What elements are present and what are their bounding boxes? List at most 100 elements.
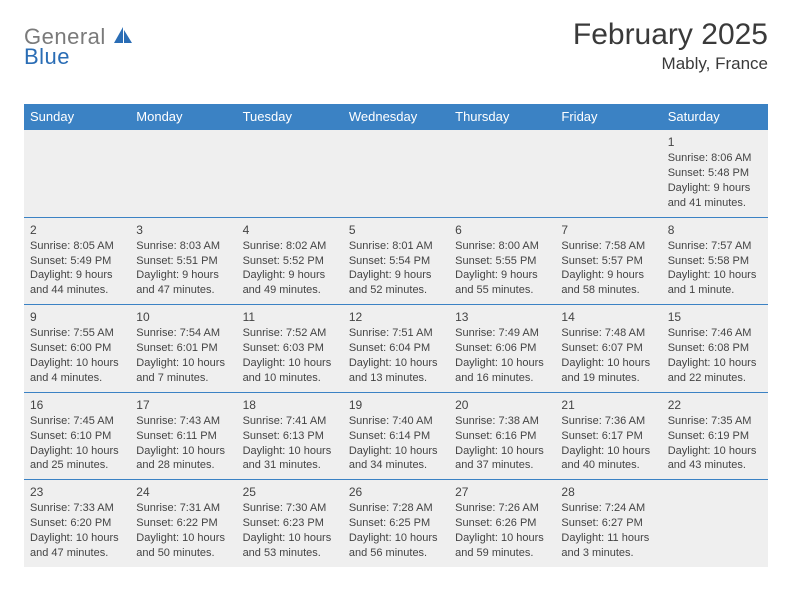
calendar-day-cell: 6Sunrise: 8:00 AMSunset: 5:55 PMDaylight… (449, 217, 555, 305)
day-number: 15 (668, 309, 762, 325)
sunset-line: Sunset: 6:16 PM (455, 429, 549, 444)
calendar-day-cell: 8Sunrise: 7:57 AMSunset: 5:58 PMDaylight… (662, 217, 768, 305)
day-info: Sunrise: 7:58 AMSunset: 5:57 PMDaylight:… (561, 239, 655, 298)
sunrise-line: Sunrise: 7:49 AM (455, 326, 549, 341)
day-info: Sunrise: 7:55 AMSunset: 6:00 PMDaylight:… (30, 326, 124, 385)
sunset-line: Sunset: 6:26 PM (455, 516, 549, 531)
calendar-day-cell: 18Sunrise: 7:41 AMSunset: 6:13 PMDayligh… (237, 392, 343, 480)
daylight-line: Daylight: 9 hours and 41 minutes. (668, 181, 762, 211)
daylight-line: Daylight: 10 hours and 1 minute. (668, 268, 762, 298)
calendar-day-cell: 1Sunrise: 8:06 AMSunset: 5:48 PMDaylight… (662, 130, 768, 218)
day-number: 13 (455, 309, 549, 325)
calendar-week-row: 16Sunrise: 7:45 AMSunset: 6:10 PMDayligh… (24, 392, 768, 480)
daylight-line: Daylight: 10 hours and 4 minutes. (30, 356, 124, 386)
sunset-line: Sunset: 5:51 PM (136, 254, 230, 269)
day-number: 1 (668, 134, 762, 150)
day-header: Wednesday (343, 104, 449, 130)
calendar-day-cell: 15Sunrise: 7:46 AMSunset: 6:08 PMDayligh… (662, 305, 768, 393)
day-info: Sunrise: 7:54 AMSunset: 6:01 PMDaylight:… (136, 326, 230, 385)
day-number: 16 (30, 397, 124, 413)
sunset-line: Sunset: 6:10 PM (30, 429, 124, 444)
day-info: Sunrise: 7:45 AMSunset: 6:10 PMDaylight:… (30, 414, 124, 473)
calendar-day-cell: 10Sunrise: 7:54 AMSunset: 6:01 PMDayligh… (130, 305, 236, 393)
day-number: 17 (136, 397, 230, 413)
sunset-line: Sunset: 6:08 PM (668, 341, 762, 356)
day-info: Sunrise: 7:33 AMSunset: 6:20 PMDaylight:… (30, 501, 124, 560)
sunrise-line: Sunrise: 7:28 AM (349, 501, 443, 516)
sunset-line: Sunset: 6:20 PM (30, 516, 124, 531)
logo-blue-row: Blue (24, 44, 70, 70)
sunrise-line: Sunrise: 7:30 AM (243, 501, 337, 516)
calendar-day-cell: 16Sunrise: 7:45 AMSunset: 6:10 PMDayligh… (24, 392, 130, 480)
sunrise-line: Sunrise: 7:26 AM (455, 501, 549, 516)
day-info: Sunrise: 7:48 AMSunset: 6:07 PMDaylight:… (561, 326, 655, 385)
daylight-line: Daylight: 10 hours and 47 minutes. (30, 531, 124, 561)
sunrise-line: Sunrise: 7:46 AM (668, 326, 762, 341)
title-block: February 2025 Mably, France (573, 18, 768, 74)
calendar-day-cell: 27Sunrise: 7:26 AMSunset: 6:26 PMDayligh… (449, 480, 555, 567)
day-info: Sunrise: 7:28 AMSunset: 6:25 PMDaylight:… (349, 501, 443, 560)
sunset-line: Sunset: 6:13 PM (243, 429, 337, 444)
sunrise-line: Sunrise: 7:36 AM (561, 414, 655, 429)
sunset-line: Sunset: 6:03 PM (243, 341, 337, 356)
calendar-day-cell (662, 480, 768, 567)
sunset-line: Sunset: 6:19 PM (668, 429, 762, 444)
calendar-day-cell: 11Sunrise: 7:52 AMSunset: 6:03 PMDayligh… (237, 305, 343, 393)
daylight-line: Daylight: 10 hours and 34 minutes. (349, 444, 443, 474)
daylight-line: Daylight: 10 hours and 40 minutes. (561, 444, 655, 474)
sunset-line: Sunset: 6:01 PM (136, 341, 230, 356)
sunrise-line: Sunrise: 7:48 AM (561, 326, 655, 341)
sunset-line: Sunset: 6:27 PM (561, 516, 655, 531)
sunrise-line: Sunrise: 7:33 AM (30, 501, 124, 516)
daylight-line: Daylight: 10 hours and 31 minutes. (243, 444, 337, 474)
daylight-line: Daylight: 11 hours and 3 minutes. (561, 531, 655, 561)
day-info: Sunrise: 7:57 AMSunset: 5:58 PMDaylight:… (668, 239, 762, 298)
sunset-line: Sunset: 5:55 PM (455, 254, 549, 269)
day-info: Sunrise: 7:38 AMSunset: 6:16 PMDaylight:… (455, 414, 549, 473)
logo-text-blue: Blue (24, 44, 70, 69)
sunrise-line: Sunrise: 7:24 AM (561, 501, 655, 516)
month-title: February 2025 (573, 18, 768, 52)
daylight-line: Daylight: 10 hours and 16 minutes. (455, 356, 549, 386)
calendar-day-cell: 24Sunrise: 7:31 AMSunset: 6:22 PMDayligh… (130, 480, 236, 567)
day-info: Sunrise: 7:35 AMSunset: 6:19 PMDaylight:… (668, 414, 762, 473)
sunset-line: Sunset: 5:48 PM (668, 166, 762, 181)
sunset-line: Sunset: 6:11 PM (136, 429, 230, 444)
sunrise-line: Sunrise: 7:38 AM (455, 414, 549, 429)
daylight-line: Daylight: 10 hours and 25 minutes. (30, 444, 124, 474)
sunset-line: Sunset: 6:14 PM (349, 429, 443, 444)
sunset-line: Sunset: 5:52 PM (243, 254, 337, 269)
calendar-week-row: 2Sunrise: 8:05 AMSunset: 5:49 PMDaylight… (24, 217, 768, 305)
day-header: Sunday (24, 104, 130, 130)
daylight-line: Daylight: 10 hours and 22 minutes. (668, 356, 762, 386)
calendar-day-cell: 13Sunrise: 7:49 AMSunset: 6:06 PMDayligh… (449, 305, 555, 393)
sunrise-line: Sunrise: 8:00 AM (455, 239, 549, 254)
day-header-row: Sunday Monday Tuesday Wednesday Thursday… (24, 104, 768, 130)
day-info: Sunrise: 8:00 AMSunset: 5:55 PMDaylight:… (455, 239, 549, 298)
calendar-day-cell (237, 130, 343, 218)
day-info: Sunrise: 7:26 AMSunset: 6:26 PMDaylight:… (455, 501, 549, 560)
day-info: Sunrise: 8:06 AMSunset: 5:48 PMDaylight:… (668, 151, 762, 210)
sunrise-line: Sunrise: 8:05 AM (30, 239, 124, 254)
location: Mably, France (573, 54, 768, 74)
day-number: 14 (561, 309, 655, 325)
calendar-day-cell (130, 130, 236, 218)
daylight-line: Daylight: 9 hours and 52 minutes. (349, 268, 443, 298)
day-number: 2 (30, 222, 124, 238)
daylight-line: Daylight: 10 hours and 53 minutes. (243, 531, 337, 561)
calendar-week-row: 1Sunrise: 8:06 AMSunset: 5:48 PMDaylight… (24, 130, 768, 218)
daylight-line: Daylight: 10 hours and 10 minutes. (243, 356, 337, 386)
day-header: Thursday (449, 104, 555, 130)
sunrise-line: Sunrise: 7:57 AM (668, 239, 762, 254)
sunrise-line: Sunrise: 7:55 AM (30, 326, 124, 341)
calendar-day-cell: 7Sunrise: 7:58 AMSunset: 5:57 PMDaylight… (555, 217, 661, 305)
daylight-line: Daylight: 9 hours and 49 minutes. (243, 268, 337, 298)
daylight-line: Daylight: 10 hours and 50 minutes. (136, 531, 230, 561)
sunrise-line: Sunrise: 7:40 AM (349, 414, 443, 429)
day-number: 20 (455, 397, 549, 413)
sunrise-line: Sunrise: 7:58 AM (561, 239, 655, 254)
day-number: 12 (349, 309, 443, 325)
day-number: 9 (30, 309, 124, 325)
sunset-line: Sunset: 5:57 PM (561, 254, 655, 269)
sunrise-line: Sunrise: 7:51 AM (349, 326, 443, 341)
